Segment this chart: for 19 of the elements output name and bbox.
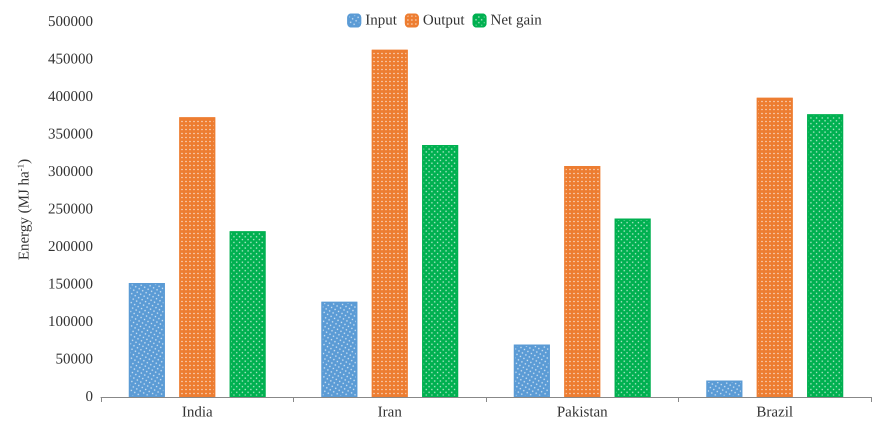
y-tick-label: 500000 [48, 14, 93, 30]
y-axis-title: Energy (MJ ha-1) [16, 158, 32, 260]
y-tick-label: 50000 [56, 352, 93, 368]
y-tick-label: 300000 [48, 164, 93, 180]
x-tick-label: India [182, 404, 213, 420]
y-tick-label: 400000 [48, 89, 93, 105]
x-tick-label: Brazil [756, 404, 794, 420]
y-tick-label: 150000 [48, 276, 93, 292]
legend-label: Input [365, 12, 398, 28]
x-tick-label: Iran [378, 404, 402, 420]
y-tick-label: 250000 [48, 202, 93, 218]
y-tick-label: 0 [86, 389, 93, 405]
legend-label: Output [422, 12, 466, 28]
y-tick-label: 200000 [48, 239, 93, 255]
y-tick-label: 100000 [48, 314, 93, 330]
x-tick-label: Pakistan [556, 404, 608, 420]
y-tick-label: 450000 [48, 52, 93, 68]
legend-label: Net gain [490, 12, 542, 28]
y-tick-label: 350000 [48, 126, 93, 142]
